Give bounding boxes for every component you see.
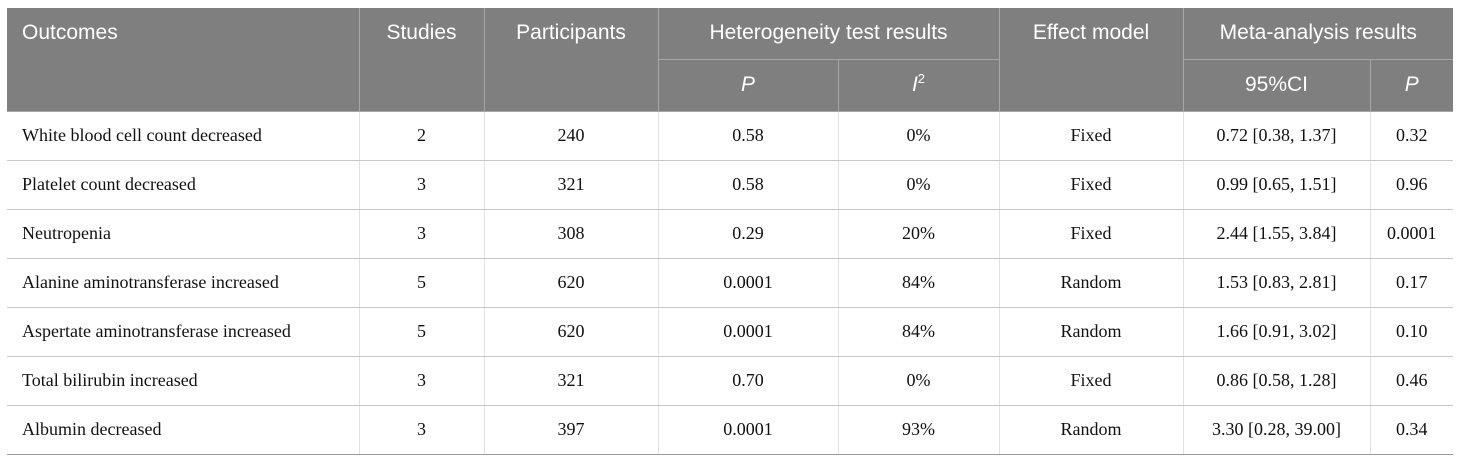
cell-ci: 1.53 [0.83, 2.81] xyxy=(1183,258,1371,308)
cell-het-p: 0.0001 xyxy=(658,405,839,455)
cell-ci: 1.66 [0.91, 3.02] xyxy=(1183,307,1371,357)
header-outcomes: Outcomes xyxy=(7,8,360,112)
cell-effect-model: Fixed xyxy=(999,356,1184,406)
meta-analysis-table: Outcomes Studies Participants Heterogene… xyxy=(7,8,1454,455)
cell-participants: 240 xyxy=(484,111,659,161)
cell-outcome: Alanine aminotransferase increased xyxy=(7,258,360,308)
cell-outcome: Neutropenia xyxy=(7,209,360,259)
cell-studies: 5 xyxy=(359,307,485,357)
cell-participants: 321 xyxy=(484,160,659,210)
cell-outcome: Aspertate aminotransferase increased xyxy=(7,307,360,357)
cell-effect-model: Fixed xyxy=(999,160,1184,210)
cell-i-squared: 0% xyxy=(838,356,1000,406)
cell-effect-model: Random xyxy=(999,405,1184,455)
header-ci: 95%CI xyxy=(1183,59,1371,112)
cell-ci: 2.44 [1.55, 3.84] xyxy=(1183,209,1371,259)
cell-effect-model: Random xyxy=(999,307,1184,357)
table-row: White blood cell count decreased 2 240 0… xyxy=(7,111,1454,161)
cell-participants: 620 xyxy=(484,307,659,357)
cell-outcome: White blood cell count decreased xyxy=(7,111,360,161)
cell-studies: 3 xyxy=(359,209,485,259)
cell-p: 0.46 xyxy=(1370,356,1454,406)
cell-het-p: 0.58 xyxy=(658,160,839,210)
cell-p: 0.34 xyxy=(1370,405,1454,455)
cell-studies: 3 xyxy=(359,356,485,406)
cell-outcome: Platelet count decreased xyxy=(7,160,360,210)
cell-p: 0.96 xyxy=(1370,160,1454,210)
table-body: White blood cell count decreased 2 240 0… xyxy=(7,111,1454,455)
table-row: Platelet count decreased 3 321 0.58 0% F… xyxy=(7,160,1454,210)
cell-effect-model: Random xyxy=(999,258,1184,308)
cell-het-p: 0.58 xyxy=(658,111,839,161)
cell-effect-model: Fixed xyxy=(999,209,1184,259)
cell-studies: 2 xyxy=(359,111,485,161)
table-row: Albumin decreased 3 397 0.0001 93% Rando… xyxy=(7,405,1454,455)
cell-ci: 0.72 [0.38, 1.37] xyxy=(1183,111,1371,161)
header-participants: Participants xyxy=(484,8,659,112)
cell-p: 0.32 xyxy=(1370,111,1454,161)
cell-p: 0.0001 xyxy=(1370,209,1454,259)
header-i-letter: I xyxy=(911,73,918,96)
cell-i-squared: 93% xyxy=(838,405,1000,455)
header-i-squared: I2 xyxy=(838,59,1000,112)
cell-p: 0.17 xyxy=(1370,258,1454,308)
cell-participants: 397 xyxy=(484,405,659,455)
cell-i-squared: 84% xyxy=(838,258,1000,308)
table-header: Outcomes Studies Participants Heterogene… xyxy=(7,8,1454,112)
cell-i-squared: 0% xyxy=(838,111,1000,161)
header-i-superscript: 2 xyxy=(917,71,926,86)
header-effect-model: Effect model xyxy=(999,8,1184,112)
header-het-p: P xyxy=(658,59,839,112)
table-row: Neutropenia 3 308 0.29 20% Fixed 2.44 [1… xyxy=(7,209,1454,259)
cell-ci: 0.86 [0.58, 1.28] xyxy=(1183,356,1371,406)
cell-studies: 3 xyxy=(359,160,485,210)
cell-participants: 308 xyxy=(484,209,659,259)
table-row: Aspertate aminotransferase increased 5 6… xyxy=(7,307,1454,357)
cell-participants: 321 xyxy=(484,356,659,406)
header-heterogeneity: Heterogeneity test results xyxy=(658,8,1000,60)
header-meta-analysis: Meta-analysis results xyxy=(1183,8,1454,60)
cell-het-p: 0.70 xyxy=(658,356,839,406)
cell-het-p: 0.0001 xyxy=(658,307,839,357)
header-meta-p: P xyxy=(1370,59,1454,112)
cell-ci: 3.30 [0.28, 39.00] xyxy=(1183,405,1371,455)
cell-participants: 620 xyxy=(484,258,659,308)
cell-het-p: 0.29 xyxy=(658,209,839,259)
cell-studies: 3 xyxy=(359,405,485,455)
cell-p: 0.10 xyxy=(1370,307,1454,357)
header-studies: Studies xyxy=(359,8,485,112)
cell-i-squared: 20% xyxy=(838,209,1000,259)
cell-i-squared: 84% xyxy=(838,307,1000,357)
cell-het-p: 0.0001 xyxy=(658,258,839,308)
table-row: Total bilirubin increased 3 321 0.70 0% … xyxy=(7,356,1454,406)
cell-outcome: Albumin decreased xyxy=(7,405,360,455)
cell-studies: 5 xyxy=(359,258,485,308)
cell-effect-model: Fixed xyxy=(999,111,1184,161)
cell-i-squared: 0% xyxy=(838,160,1000,210)
cell-ci: 0.99 [0.65, 1.51] xyxy=(1183,160,1371,210)
cell-outcome: Total bilirubin increased xyxy=(7,356,360,406)
table-row: Alanine aminotransferase increased 5 620… xyxy=(7,258,1454,308)
